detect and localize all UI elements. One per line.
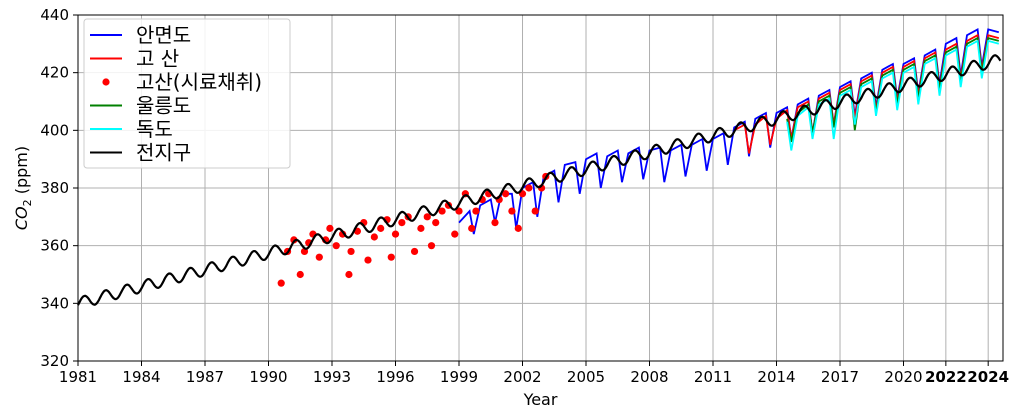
series-line: [77, 54, 1002, 306]
x-tick-label: 2005: [567, 368, 605, 386]
x-axis-ticks: 1981 1984 1987 1990 1993 1996 1999 2002 2005 2008…: [59, 361, 1009, 386]
series-point: [387, 253, 395, 261]
series-point: [370, 233, 378, 241]
series-point: [514, 224, 522, 232]
series-point: [347, 247, 355, 256]
legend-marker: [102, 78, 110, 86]
series-point: [377, 224, 385, 232]
x-tick-label: 2002: [503, 368, 541, 386]
legend-entry: 독도: [136, 117, 173, 141]
x-tick-label: 2014: [757, 368, 795, 386]
y-tick-label: 420: [40, 64, 69, 82]
x-tick-label: 2011: [694, 368, 732, 386]
x-axis-label: Year: [523, 390, 558, 409]
series-point: [501, 190, 510, 198]
series-point: [508, 207, 516, 215]
y-axis-label-main: CO: [12, 206, 31, 230]
x-tick-label: 1993: [313, 368, 351, 386]
x-tick-label: 2008: [630, 368, 668, 386]
series-line: [786, 36, 1000, 143]
series-point: [468, 224, 476, 232]
series-line: [786, 39, 1000, 151]
series-point: [326, 224, 334, 232]
y-tick-label: 400: [40, 121, 69, 139]
series-point: [364, 256, 372, 264]
series-point: [398, 219, 406, 227]
series-point: [423, 213, 431, 221]
series-point: [290, 236, 298, 244]
series-point: [455, 207, 463, 215]
series-point: [472, 207, 480, 215]
legend-entry: 고 산: [136, 47, 179, 71]
series-point: [410, 247, 419, 256]
plot-area: [77, 27, 1002, 306]
y-axis-label-sub: 2: [21, 199, 34, 206]
x-tick-label: 2017: [821, 368, 859, 386]
series-point: [432, 219, 440, 227]
series-point: [491, 219, 499, 227]
y-tick-label: 440: [40, 6, 69, 24]
series-point: [296, 270, 304, 279]
series-point: [391, 230, 400, 238]
x-tick-label: 1984: [122, 368, 160, 386]
legend-box: [83, 18, 291, 169]
series-point: [315, 253, 323, 261]
y-tick-label: 320: [40, 352, 69, 370]
x-tick-label: 1999: [440, 368, 478, 386]
series-line: [733, 33, 1000, 154]
series-point: [531, 207, 539, 215]
y-axis-label: CO2 (ppm): [12, 146, 34, 230]
series-line: [458, 27, 1000, 235]
y-tick-label: 360: [40, 237, 69, 255]
y-axis-label-rest: (ppm): [12, 146, 31, 199]
legend-entry: 전지구: [136, 141, 191, 165]
x-tick-label: 1996: [376, 368, 414, 386]
series-point: [417, 224, 425, 232]
series-point: [438, 207, 446, 215]
series-point: [427, 242, 436, 250]
series-point: [277, 279, 285, 287]
x-tick-label: 2024: [967, 368, 1009, 386]
y-axis-ticks: 320 340 360 380 400 420 440: [40, 6, 78, 370]
x-tick-label: 1981: [59, 368, 97, 386]
x-tick-label: 1987: [186, 368, 224, 386]
legend-entry: 울릉도: [136, 94, 191, 118]
series-point: [332, 242, 340, 250]
series-point: [525, 184, 533, 192]
series-point: [451, 230, 459, 238]
legend-entry: 안면도: [136, 23, 191, 47]
series-point: [345, 270, 353, 279]
legend-entry: 고산(시료채취): [136, 70, 262, 94]
x-tick-label: 2020: [884, 368, 922, 386]
x-tick-label: 2022: [925, 368, 967, 386]
x-tick-label: 1990: [249, 368, 287, 386]
y-tick-label: 380: [40, 179, 69, 197]
y-tick-label: 340: [40, 294, 69, 312]
